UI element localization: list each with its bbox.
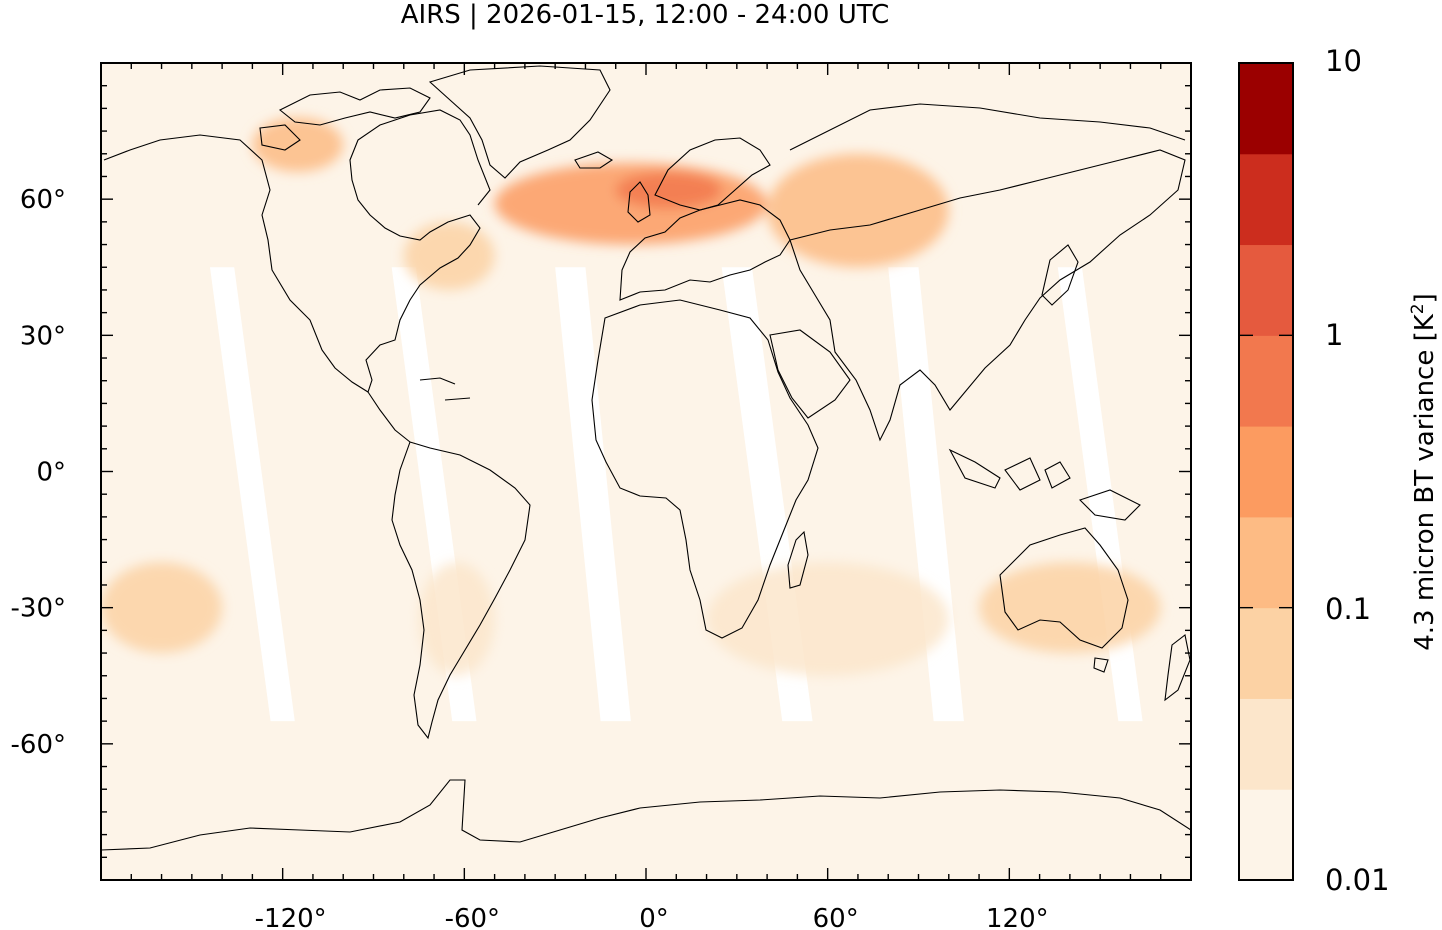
- coastline-greenland: [428, 65, 611, 179]
- swath-gap-2: [555, 267, 631, 722]
- variance-region-indian-ocean-south: [706, 562, 949, 676]
- lon-tick-label: 120°: [986, 904, 1049, 930]
- colorbar-segment: [1239, 698, 1293, 790]
- colorbar-segment: [1239, 244, 1293, 336]
- variance-region-layer: [101, 117, 1161, 676]
- colorbar-title-text: 4.3 micron BT variance [K: [1409, 314, 1440, 651]
- variance-region-south-pacific: [101, 562, 223, 654]
- variance-region-eastern-north-america: [403, 221, 495, 290]
- coastline-scandinavia: [654, 137, 771, 211]
- lat-tick-label: -30°: [11, 594, 66, 624]
- coastline-antarctica: [101, 779, 1191, 851]
- colorbar-label-1: 1: [1325, 318, 1344, 352]
- coastline-arabia: [769, 329, 851, 419]
- colorbar-title-superscript: 2: [1408, 303, 1429, 315]
- lat-tick-label: -60°: [11, 730, 66, 760]
- coastline-north-america: [103, 109, 491, 393]
- lon-tick-label: -60°: [445, 904, 500, 930]
- colorbar-segment: [1239, 63, 1293, 155]
- coastline-australia: [999, 527, 1129, 649]
- coastline-europe: [619, 199, 791, 301]
- lon-tick-label: 60°: [813, 904, 859, 930]
- map-axis-ticks: [100, 62, 1192, 881]
- colorbar-label-0-01: 0.01: [1325, 863, 1390, 897]
- coastline-layer: [101, 65, 1191, 851]
- coastline-indonesia: [948, 448, 1001, 489]
- variance-region-arctic-canada: [252, 117, 344, 172]
- swath-gap-0: [210, 267, 295, 722]
- coastline-asia: [789, 149, 1186, 442]
- coastline-central-america: [367, 391, 411, 443]
- map-title: AIRS | 2026-01-15, 12:00 - 24:00 UTC: [400, 0, 890, 30]
- colorbar-label-0-1: 0.1: [1325, 592, 1372, 626]
- coastline-africa: [591, 299, 819, 639]
- coastline-iceland: [574, 151, 614, 169]
- lon-tick-label: -120°: [255, 904, 327, 930]
- lon-tick-label: 0°: [639, 904, 669, 930]
- colorbar-title-suffix: ]: [1409, 293, 1440, 304]
- coastline-new-guinea: [1078, 489, 1141, 521]
- colorbar-segment: [1239, 153, 1293, 246]
- lat-tick-label: 30°: [20, 321, 66, 351]
- colorbar-title: 4.3 micron BT variance [K2]: [1408, 293, 1440, 651]
- coastline-madagascar: [787, 530, 809, 589]
- lat-tick-label: 60°: [20, 185, 66, 215]
- colorbar-segment: [1239, 426, 1293, 518]
- colorbar: [1238, 62, 1294, 881]
- variance-region-south-america-south: [418, 562, 495, 676]
- colorbar-segment: [1239, 607, 1293, 699]
- coastline-japan: [1041, 244, 1079, 306]
- variance-region-australia-south: [979, 562, 1161, 654]
- colorbar-label-10: 10: [1325, 44, 1362, 78]
- lat-tick-label: 0°: [36, 458, 66, 488]
- coastline-arctic-islands: [278, 87, 431, 126]
- variance-region-scandinavia-peak: [615, 171, 722, 209]
- variance-region-siberia: [767, 153, 949, 268]
- colorbar-segment: [1239, 789, 1293, 881]
- colorbar-segment: [1239, 516, 1293, 609]
- coastline-south-america: [391, 441, 531, 740]
- coastline-british-isles: [627, 181, 651, 223]
- map-axis-labels: 60° 30° 0° -30° -60° -120° -60° 0° 60° 120°: [11, 185, 1049, 930]
- colorbar-frame: [1238, 62, 1294, 881]
- colorbar-segment: [1239, 335, 1293, 427]
- coastline-new-zealand: [1164, 634, 1191, 702]
